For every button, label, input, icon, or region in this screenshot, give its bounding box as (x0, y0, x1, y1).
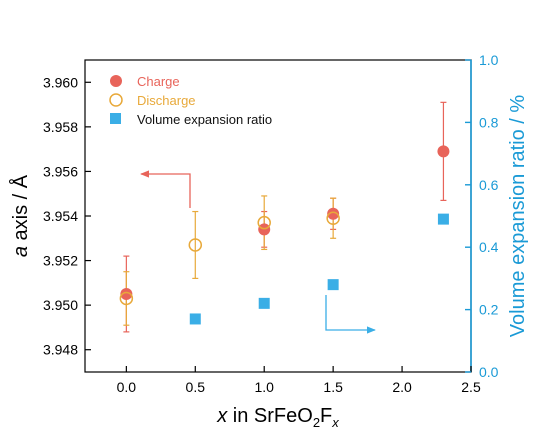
volume-point (327, 279, 339, 291)
y-left-tick-label: 3.958 (43, 119, 78, 135)
y-left-tick-label: 3.948 (43, 342, 78, 358)
x-axis-title: x in SrFeO2Fx (216, 405, 339, 430)
legend-charge-marker (110, 75, 122, 87)
x-tick-label: 0.5 (186, 379, 206, 395)
charge-point (437, 145, 450, 158)
x-tick-label: 0.0 (117, 379, 137, 395)
legend-discharge-label: Discharge (137, 93, 196, 108)
y-right-tick-label: 0.2 (479, 302, 499, 318)
markers-layer (119, 101, 450, 333)
legend-volume-marker (110, 113, 121, 124)
y-axis-title-right: Volume expansion ratio / % (507, 95, 529, 338)
charge-point (120, 288, 133, 300)
y-right-tick-label: 0.6 (479, 177, 499, 193)
discharge-point (326, 211, 340, 225)
x-tick-label: 1.0 (254, 379, 274, 395)
volume-point (437, 213, 449, 225)
y-left-tick-label: 3.950 (43, 297, 78, 313)
right-axis-arrow (325, 295, 376, 334)
x-tick-label: 1.5 (323, 379, 343, 395)
legend-charge-label: Charge (137, 74, 180, 89)
y-left-tick-label: 3.956 (43, 163, 78, 179)
y-axis-title-left: a axis / Å (9, 174, 32, 257)
y-right-tick-label: 1.0 (479, 52, 499, 68)
x-tick-label: 2.5 (461, 379, 481, 395)
legend-volume-label: Volume expansion ratio (137, 112, 272, 127)
y-left-tick-label: 3.960 (43, 74, 78, 90)
volume-point (258, 297, 270, 309)
y-right-tick-label: 0.0 (479, 364, 499, 380)
discharge-point (188, 238, 203, 252)
y-right-tick-label: 0.8 (479, 114, 499, 130)
left-axis-arrow (140, 170, 191, 208)
legend: Charge Discharge Volume expansion ratio (109, 74, 272, 127)
discharge-point (119, 291, 134, 306)
legend-discharge-marker (109, 93, 123, 107)
y-left-tick-label: 3.952 (43, 253, 78, 269)
charge-point (327, 207, 340, 220)
ticks-layer: 0.0 0.5 1.0 1.5 2.0 2.5 3.948 3.950 3.952 3.954 3.… (43, 52, 499, 395)
y-right-tick-label: 0.4 (479, 239, 499, 255)
discharge-point (257, 215, 271, 230)
y-left-tick-label: 3.954 (43, 208, 78, 224)
x-tick-label: 2.0 (392, 379, 412, 395)
volume-point (189, 313, 201, 325)
